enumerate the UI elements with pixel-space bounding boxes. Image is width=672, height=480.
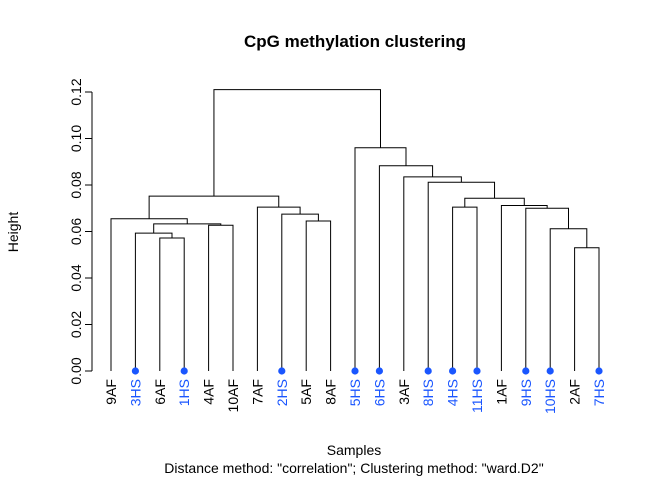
leaf-label: 7AF bbox=[249, 379, 265, 405]
dendrogram-branch bbox=[110, 218, 188, 371]
leaf-label: 6HS bbox=[371, 379, 387, 406]
leaf-label: 11HS bbox=[469, 379, 485, 413]
leaf-label: 2AF bbox=[567, 379, 583, 405]
y-tick-label: 0.06 bbox=[68, 218, 84, 245]
dendrogram-branch bbox=[281, 213, 319, 371]
leaf-marker bbox=[424, 367, 432, 375]
dendrogram-branch bbox=[256, 206, 301, 371]
dendrogram-branch bbox=[159, 237, 185, 371]
leaf-label: 4HS bbox=[445, 379, 461, 406]
dendrogram-branches bbox=[110, 89, 600, 371]
leaf-marker bbox=[595, 367, 603, 375]
leaf-marker bbox=[546, 367, 554, 375]
leaf-markers bbox=[131, 367, 603, 375]
y-tick-label: 0.00 bbox=[68, 357, 84, 384]
dendrogram-branch bbox=[354, 147, 407, 371]
dendrogram-branch bbox=[213, 89, 381, 197]
y-axis: 0.00 0.02 0.04 0.06 0.08 0.10 0.12 bbox=[68, 78, 93, 385]
leaf-marker bbox=[180, 367, 188, 375]
leaf-label: 6AF bbox=[152, 379, 168, 405]
leaf-label: 2HS bbox=[274, 379, 290, 406]
leaf-label: 5HS bbox=[347, 379, 363, 406]
leaf-label: 3HS bbox=[127, 379, 143, 406]
leaf-label: 5AF bbox=[298, 379, 314, 405]
leaf-label: 10AF bbox=[225, 379, 241, 412]
dendrogram-branch bbox=[500, 204, 548, 371]
dendrogram-branch bbox=[208, 224, 234, 371]
y-tick-label: 0.10 bbox=[68, 125, 84, 152]
dendrogram-branch bbox=[427, 181, 496, 371]
chart-subtitle: Distance method: "correlation"; Clusteri… bbox=[164, 460, 543, 476]
leaf-label: 9HS bbox=[518, 379, 534, 406]
dendrogram-branch bbox=[378, 165, 434, 371]
leaf-label: 10HS bbox=[542, 379, 558, 414]
y-tick-label: 0.08 bbox=[68, 171, 84, 198]
dendrogram-branch bbox=[549, 228, 588, 371]
y-tick-label: 0.12 bbox=[68, 78, 84, 105]
dendrogram-branch bbox=[305, 220, 332, 371]
leaf-marker bbox=[473, 367, 481, 375]
leaf-marker bbox=[278, 367, 286, 375]
leaf-labels: 9AF 3HS 6AF 1HS 4AF 10AF 7AF 2HS 5AF 8AF 5HS 6HS 3AF… bbox=[103, 379, 607, 414]
dendrogram-branch bbox=[574, 247, 600, 371]
x-axis-label: Samples bbox=[327, 442, 381, 458]
chart-title: CpG methylation clustering bbox=[244, 32, 466, 51]
leaf-label: 9AF bbox=[103, 379, 119, 405]
dendrogram-branch bbox=[525, 207, 569, 371]
leaf-label: 1AF bbox=[493, 379, 509, 405]
y-axis-label: Height bbox=[5, 212, 21, 253]
leaf-marker bbox=[522, 367, 530, 375]
leaf-label: 8HS bbox=[420, 379, 436, 406]
leaf-label: 4AF bbox=[201, 379, 217, 405]
leaf-label: 1HS bbox=[176, 379, 192, 406]
leaf-marker bbox=[131, 367, 139, 375]
leaf-label: 8AF bbox=[323, 379, 339, 405]
y-tick-label: 0.04 bbox=[68, 264, 84, 291]
y-tick-label: 0.02 bbox=[68, 311, 84, 338]
leaf-marker bbox=[351, 367, 359, 375]
dendrogram-branch bbox=[464, 197, 525, 208]
dendrogram-branch bbox=[134, 232, 173, 371]
leaf-marker bbox=[449, 367, 457, 375]
leaf-label: 3AF bbox=[396, 379, 412, 405]
dendrogram-branch bbox=[403, 176, 462, 371]
leaf-label: 7HS bbox=[591, 379, 607, 406]
leaf-marker bbox=[375, 367, 383, 375]
dendrogram-branch bbox=[452, 206, 478, 371]
